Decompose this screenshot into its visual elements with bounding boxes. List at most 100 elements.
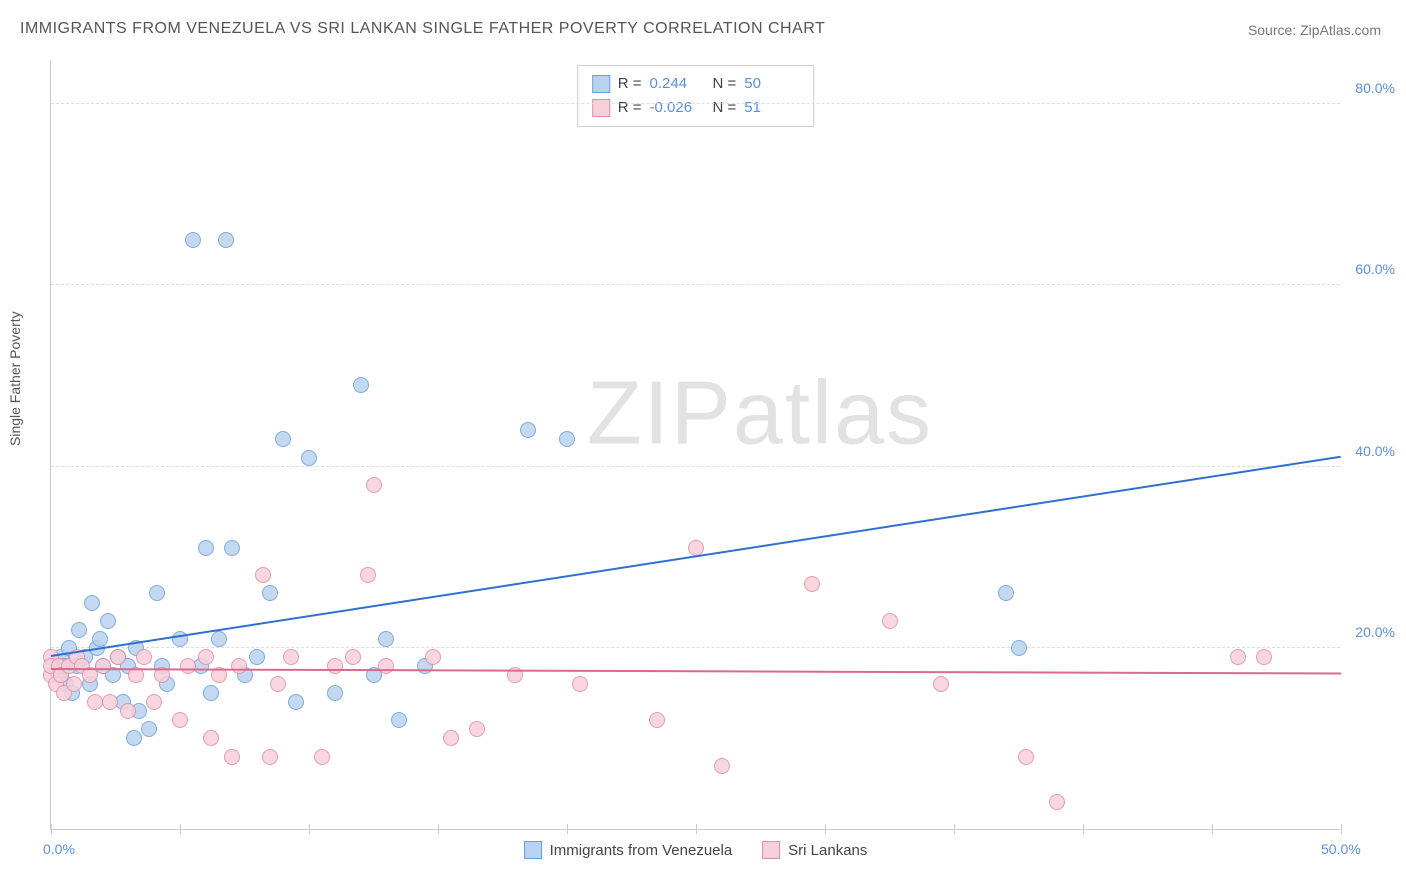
n-value-srilanka: 51 <box>744 96 799 120</box>
y-tick-label: 20.0% <box>1355 624 1395 640</box>
x-tick <box>1212 824 1213 834</box>
watermark: ZIPatlas <box>587 362 933 465</box>
data-point-srilanka <box>714 758 730 774</box>
data-point-srilanka <box>378 658 394 674</box>
data-point-srilanka <box>366 477 382 493</box>
data-point-srilanka <box>425 649 441 665</box>
data-point-srilanka <box>1230 649 1246 665</box>
gridline <box>51 103 1340 104</box>
n-label: N = <box>713 72 737 96</box>
data-point-srilanka <box>1049 794 1065 810</box>
data-point-venezuela <box>71 622 87 638</box>
data-point-venezuela <box>84 595 100 611</box>
x-tick <box>696 824 697 834</box>
data-point-srilanka <box>649 712 665 728</box>
chart-title: IMMIGRANTS FROM VENEZUELA VS SRI LANKAN … <box>20 20 825 38</box>
gridline <box>51 466 1340 467</box>
data-point-venezuela <box>203 685 219 701</box>
data-point-venezuela <box>288 694 304 710</box>
data-point-venezuela <box>275 431 291 447</box>
data-point-srilanka <box>224 749 240 765</box>
watermark-part2: atlas <box>733 363 933 463</box>
gridline <box>51 647 1340 648</box>
source-value: ZipAtlas.com <box>1300 22 1381 38</box>
data-point-venezuela <box>92 631 108 647</box>
x-tick <box>438 824 439 834</box>
data-point-venezuela <box>100 613 116 629</box>
data-point-venezuela <box>126 730 142 746</box>
data-point-srilanka <box>203 730 219 746</box>
y-axis-label: Single Father Poverty <box>7 311 23 446</box>
data-point-srilanka <box>469 721 485 737</box>
gridline <box>51 284 1340 285</box>
legend-item-srilanka: Sri Lankans <box>762 841 867 859</box>
data-point-venezuela <box>378 631 394 647</box>
data-point-srilanka <box>1018 749 1034 765</box>
x-tick <box>309 824 310 834</box>
chart-container: IMMIGRANTS FROM VENEZUELA VS SRI LANKAN … <box>0 0 1406 892</box>
data-point-venezuela <box>224 540 240 556</box>
x-tick <box>567 824 568 834</box>
n-value-venezuela: 50 <box>744 72 799 96</box>
watermark-part1: ZIP <box>587 363 733 463</box>
data-point-srilanka <box>1256 649 1272 665</box>
r-value-srilanka: -0.026 <box>650 96 705 120</box>
source-credit: Source: ZipAtlas.com <box>1248 22 1381 38</box>
data-point-srilanka <box>198 649 214 665</box>
x-tick-label: 0.0% <box>43 841 75 857</box>
data-point-venezuela <box>211 631 227 647</box>
data-point-srilanka <box>110 649 126 665</box>
data-point-srilanka <box>120 703 136 719</box>
y-tick-label: 80.0% <box>1355 80 1395 96</box>
source-label: Source: <box>1248 22 1296 38</box>
x-tick <box>1341 824 1342 834</box>
x-tick <box>825 824 826 834</box>
data-point-venezuela <box>198 540 214 556</box>
x-tick-label: 50.0% <box>1321 841 1361 857</box>
stats-legend-box: R = 0.244 N = 50 R = -0.026 N = 51 <box>577 65 815 127</box>
regression-line-venezuela <box>51 456 1341 657</box>
data-point-srilanka <box>262 749 278 765</box>
data-point-srilanka <box>314 749 330 765</box>
x-tick <box>180 824 181 834</box>
data-point-venezuela <box>249 649 265 665</box>
data-point-srilanka <box>95 658 111 674</box>
swatch-venezuela <box>524 841 542 859</box>
data-point-venezuela <box>391 712 407 728</box>
data-point-venezuela <box>559 431 575 447</box>
data-point-venezuela <box>185 232 201 248</box>
data-point-srilanka <box>360 567 376 583</box>
data-point-srilanka <box>345 649 361 665</box>
data-point-srilanka <box>255 567 271 583</box>
data-point-srilanka <box>66 676 82 692</box>
data-point-srilanka <box>882 613 898 629</box>
data-point-srilanka <box>283 649 299 665</box>
data-point-venezuela <box>218 232 234 248</box>
data-point-venezuela <box>1011 640 1027 656</box>
data-point-srilanka <box>172 712 188 728</box>
data-point-venezuela <box>353 377 369 393</box>
legend-label-srilanka: Sri Lankans <box>788 842 867 859</box>
data-point-venezuela <box>998 585 1014 601</box>
data-point-srilanka <box>933 676 949 692</box>
data-point-srilanka <box>804 576 820 592</box>
x-tick <box>954 824 955 834</box>
r-label: R = <box>618 96 642 120</box>
data-point-srilanka <box>443 730 459 746</box>
stats-row-srilanka: R = -0.026 N = 51 <box>592 96 800 120</box>
r-value-venezuela: 0.244 <box>650 72 705 96</box>
data-point-srilanka <box>146 694 162 710</box>
data-point-venezuela <box>520 422 536 438</box>
x-tick <box>1083 824 1084 834</box>
x-tick <box>51 824 52 834</box>
stats-row-venezuela: R = 0.244 N = 50 <box>592 72 800 96</box>
data-point-srilanka <box>102 694 118 710</box>
data-point-venezuela <box>262 585 278 601</box>
bottom-legend: Immigrants from Venezuela Sri Lankans <box>524 841 868 859</box>
data-point-srilanka <box>327 658 343 674</box>
data-point-venezuela <box>301 450 317 466</box>
y-tick-label: 40.0% <box>1355 443 1395 459</box>
data-point-venezuela <box>141 721 157 737</box>
swatch-srilanka <box>762 841 780 859</box>
n-label: N = <box>713 96 737 120</box>
